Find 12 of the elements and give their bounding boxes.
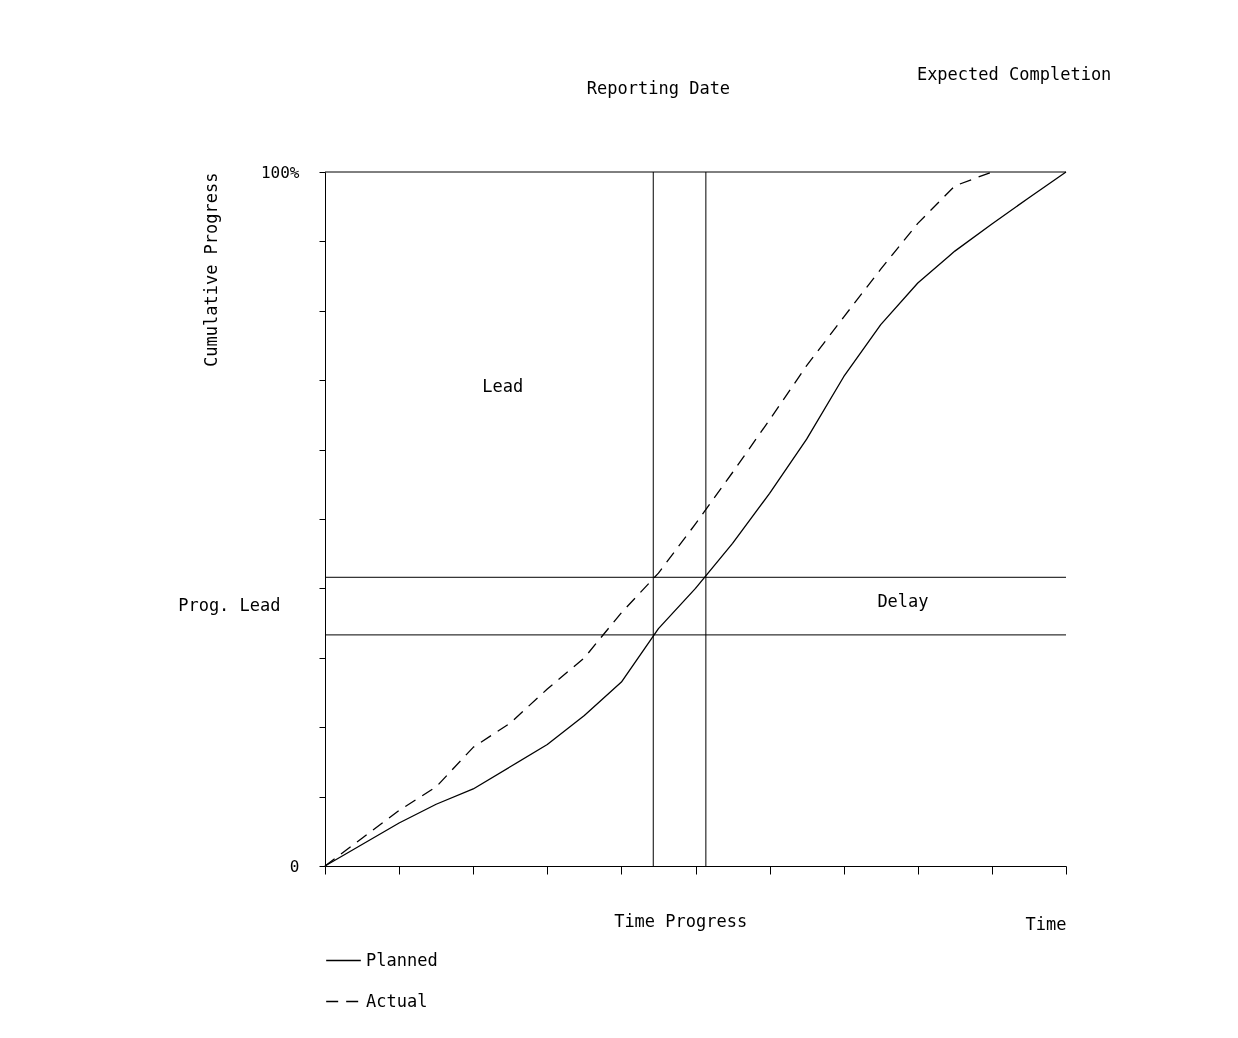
text: Reporting Date <box>586 77 731 98</box>
annotation: Delay <box>877 591 929 612</box>
y-tick-label: 100% <box>260 162 300 182</box>
y-tick-label: 0 <box>289 856 300 876</box>
y-axis-title: Cumulative Progress <box>200 172 221 367</box>
annotation: Lead <box>482 376 524 397</box>
x-axis-title: Time <box>1025 913 1067 934</box>
legend-label: Planned <box>366 949 438 970</box>
text: Prog. Lead <box>178 594 281 615</box>
legend-label: Actual <box>366 990 428 1011</box>
text: Time Progress <box>614 910 748 931</box>
text: Expected Completion <box>916 63 1112 84</box>
